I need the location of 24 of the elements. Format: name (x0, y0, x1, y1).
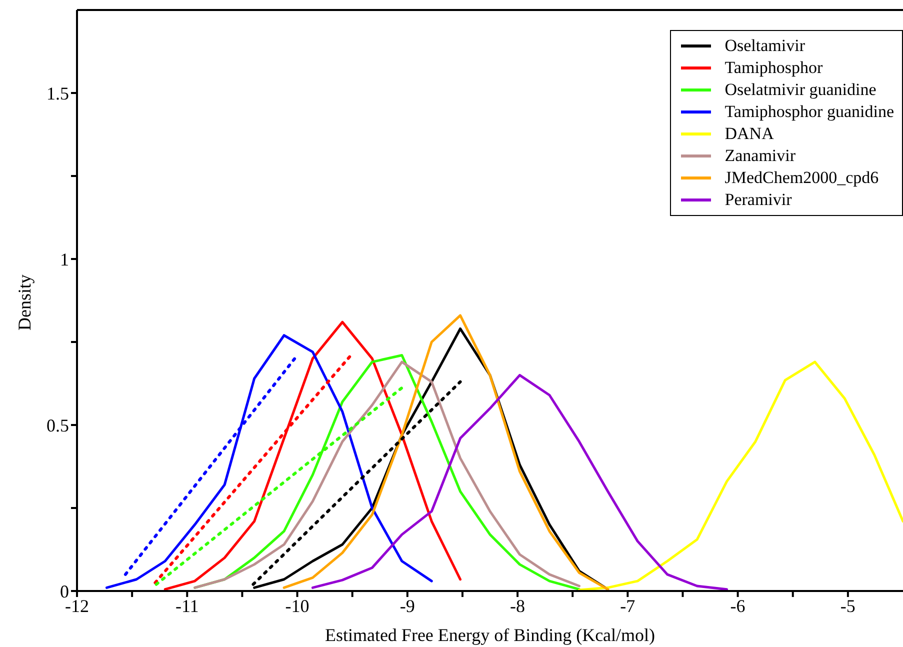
legend-label: Oseltamivir (724, 36, 805, 56)
y-axis-title: Density (14, 274, 34, 330)
y-tick-label: 1 (60, 249, 69, 270)
x-tick-label: -8 (510, 596, 526, 616)
line-series (105, 334, 433, 589)
y-tick-label: 0.5 (46, 415, 69, 436)
x-tick-label: -7 (620, 596, 636, 616)
x-tick-label: -6 (730, 596, 746, 616)
legend-label: Tamiphosphor (724, 58, 823, 78)
y-tick-label: 0 (60, 581, 69, 602)
legend-label: DANA (724, 124, 774, 144)
line-series (578, 360, 903, 591)
legend-label: Zanamivir (724, 146, 796, 166)
legend-label: Oselatmivir guanidine (724, 80, 876, 100)
legend-label: JMedChem2000_cpd6 (724, 168, 879, 188)
x-tick-label: -10 (285, 596, 310, 616)
x-tick-label: -5 (840, 596, 856, 616)
legend-label: Tamiphosphor guanidine (724, 102, 894, 122)
x-axis-title: Estimated Free Energy of Binding (Kcal/mol) (324, 625, 656, 645)
x-tick-label: -9 (400, 596, 415, 616)
x-tick-label: -11 (175, 596, 199, 616)
line-series (311, 374, 728, 591)
y-tick-label: 1.5 (46, 83, 69, 104)
legend-label: Peramivir (724, 190, 792, 210)
